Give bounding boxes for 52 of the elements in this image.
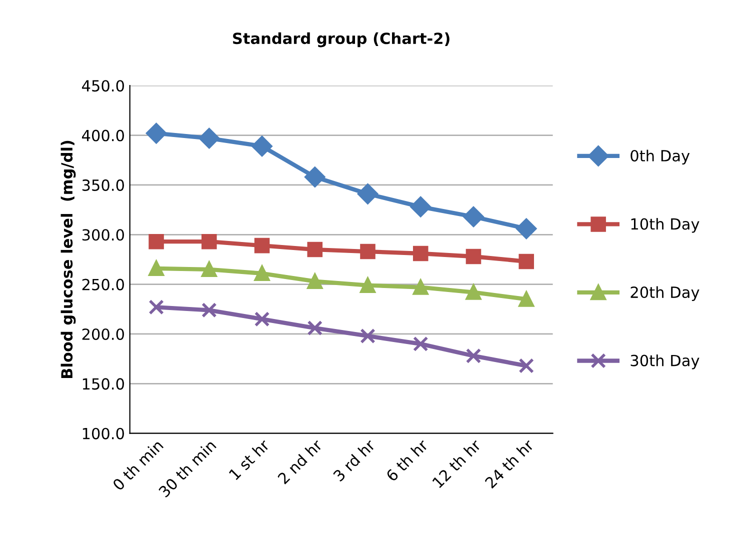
point: [463, 206, 484, 227]
point: [518, 292, 534, 307]
point: [307, 274, 323, 289]
chart-title: Standard group (Chart-2): [233, 32, 450, 48]
point: [198, 128, 220, 148]
point: [202, 262, 217, 278]
y-tick-label: 100.0: [82, 428, 124, 440]
point: [252, 136, 272, 156]
y-tick-label: 450.0: [82, 80, 124, 92]
point: [148, 260, 164, 276]
point: [202, 302, 217, 318]
y-tick-label: 150.0: [82, 378, 124, 390]
point: [466, 284, 482, 300]
point: [254, 266, 270, 282]
point: [254, 238, 270, 254]
point: [518, 254, 534, 270]
point: [466, 248, 482, 264]
point: [358, 184, 378, 204]
x-tick-label: 12 th hr: [432, 438, 482, 488]
point: [202, 234, 217, 250]
x-tick-label: 2 nd hr: [276, 438, 324, 485]
point: [516, 218, 537, 239]
point: [360, 328, 376, 344]
point: [254, 311, 270, 327]
y-tick-label: 400.0: [82, 130, 124, 142]
legend-label: 30th Day: [630, 354, 700, 370]
y-tick-label: 200.0: [82, 328, 124, 340]
point: [304, 166, 326, 188]
point: [307, 320, 323, 336]
point: [307, 242, 323, 258]
legend-label: 20th Day: [630, 286, 700, 301]
point: [412, 280, 428, 295]
y-tick-label: 350.0: [82, 179, 124, 191]
point: [148, 234, 164, 250]
point: [146, 123, 167, 144]
point: [410, 196, 431, 218]
point: [148, 300, 164, 315]
legend-label: 10th Day: [631, 218, 700, 233]
point: [412, 246, 428, 262]
point: [518, 358, 534, 374]
point: [360, 278, 376, 293]
x-tick-label: 6 th hr: [385, 438, 429, 482]
y-axis-title: Blood glucose level (mg/dl): [60, 140, 76, 378]
y-tick-label: 250.0: [82, 278, 124, 290]
x-tick-label: 24 th hr: [484, 438, 535, 489]
legend-label: 0th Day: [630, 150, 690, 164]
point: [360, 244, 376, 260]
point: [412, 336, 428, 352]
y-tick-label: 300.0: [82, 229, 124, 241]
point: [466, 348, 482, 364]
x-tick-label: 1 st hr: [228, 438, 270, 480]
x-tick-label: 3 rd hr: [332, 438, 376, 482]
